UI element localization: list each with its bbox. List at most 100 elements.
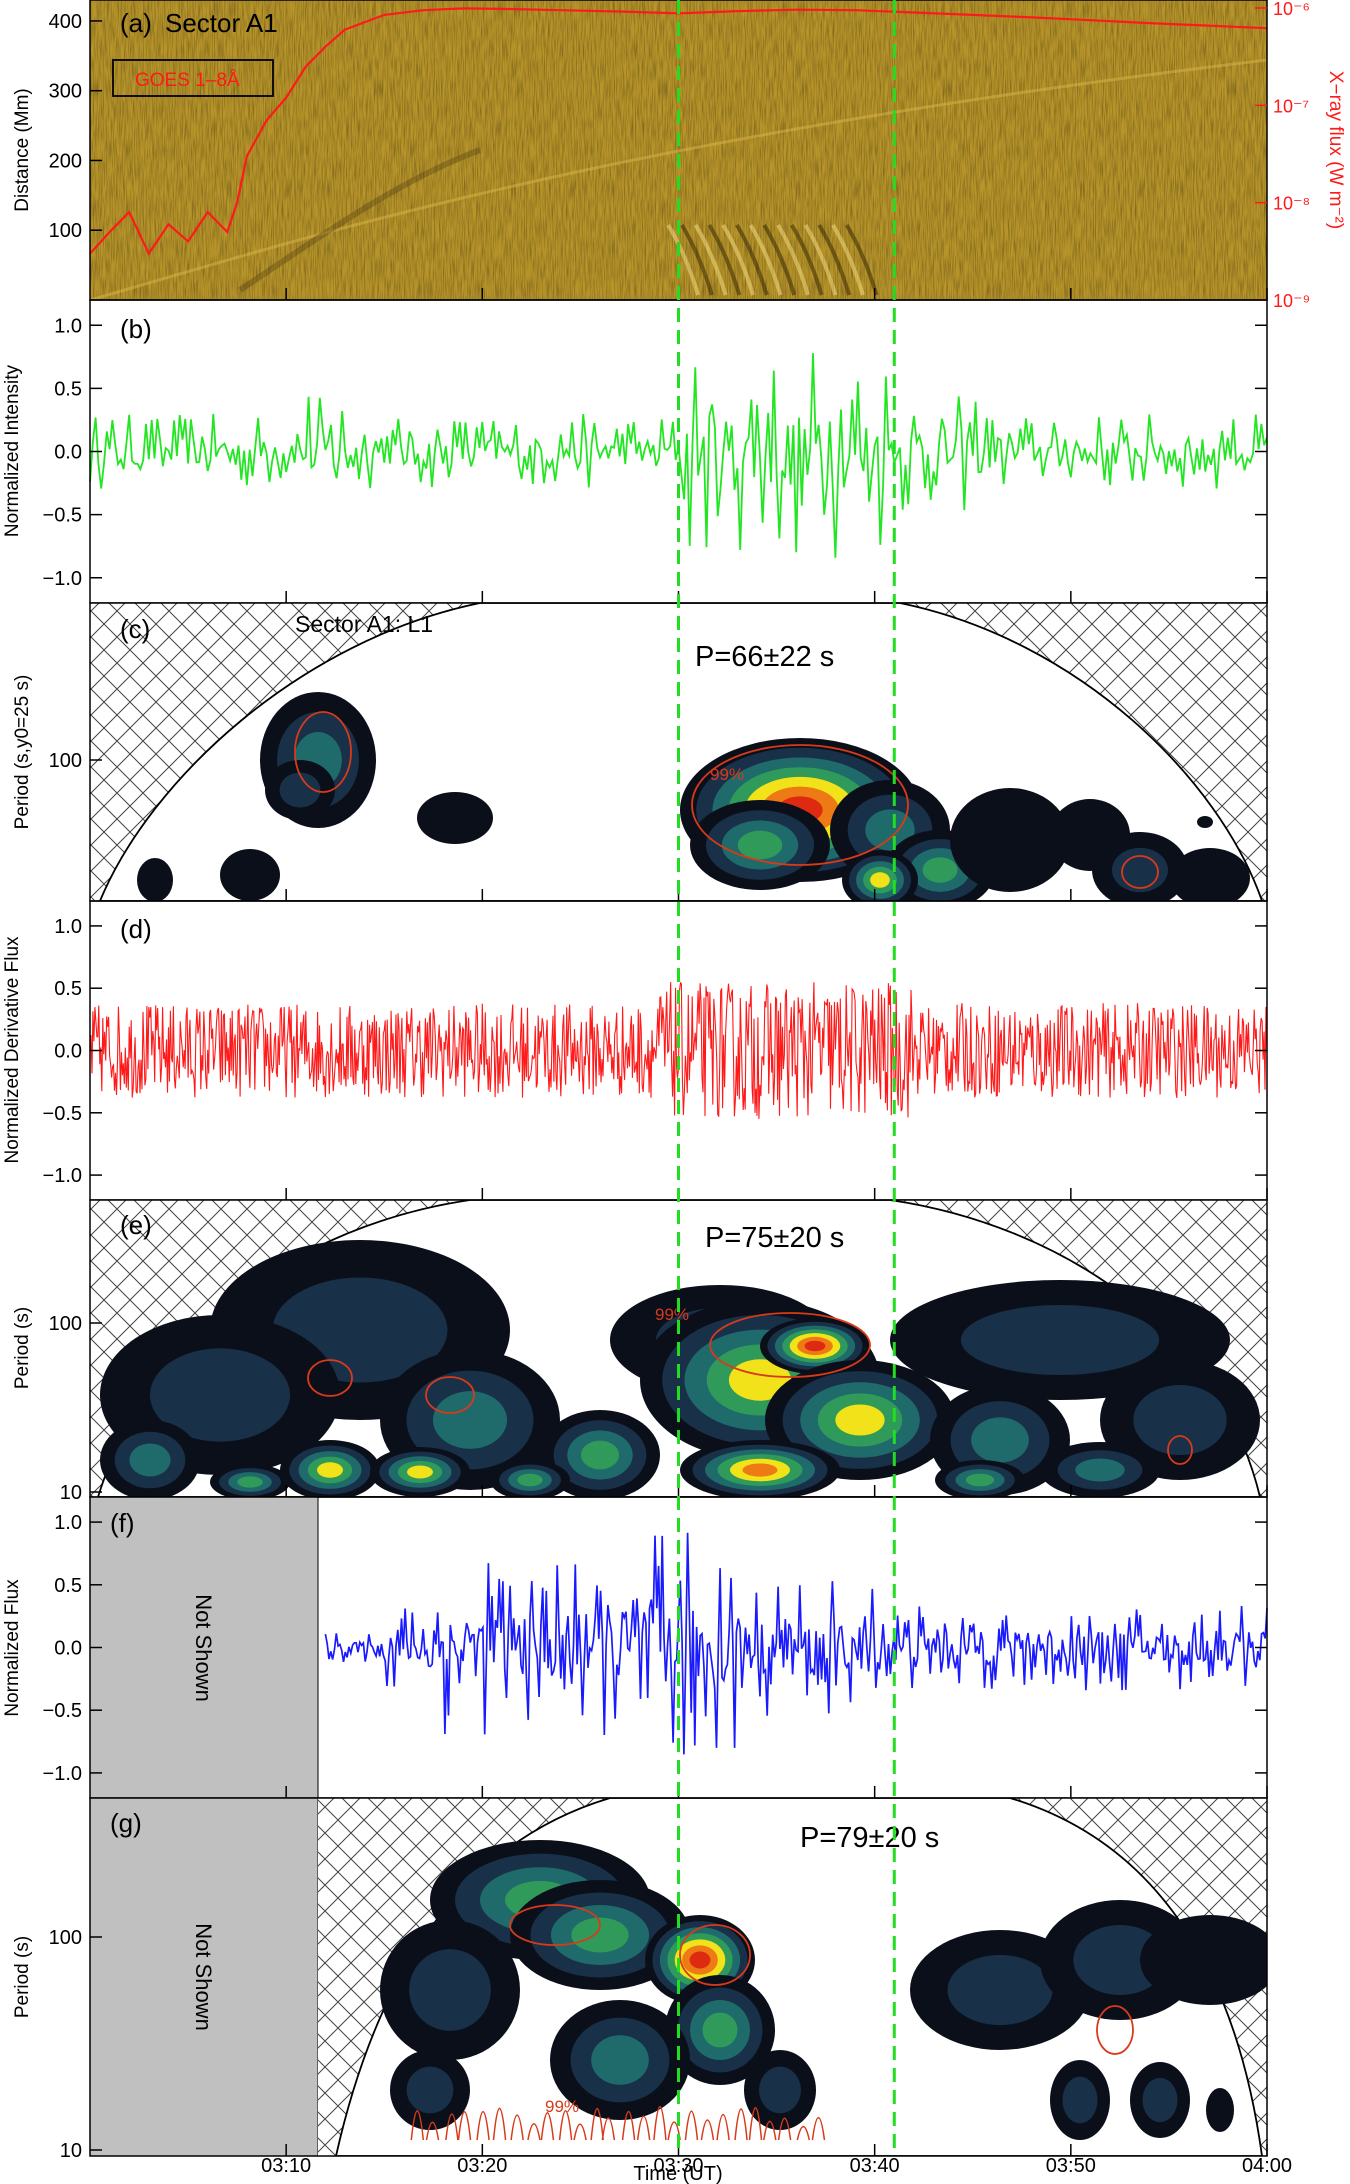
panel-g-sig-label: 99% bbox=[545, 2097, 579, 2116]
y-tick-label: 0.5 bbox=[54, 378, 82, 400]
x-tick-label: 03:40 bbox=[850, 2155, 900, 2177]
panel-f-not-shown: Not Shown bbox=[191, 1594, 216, 1702]
legend-box bbox=[112, 59, 274, 97]
significance-contour bbox=[691, 744, 909, 866]
y-tick-label: −0.5 bbox=[43, 505, 82, 527]
wave-ridge bbox=[707, 223, 742, 296]
panel-d-label: (d) bbox=[120, 914, 152, 944]
panel-c-title: Sector A1: L1 bbox=[295, 611, 433, 637]
panel-c: (c) Sector A1: L1 P=66±22 s 99% 100 Peri… bbox=[12, 602, 1268, 902]
power-contour bbox=[835, 1404, 885, 1436]
panel-e-y-ticks: 100 10 bbox=[49, 1313, 102, 1504]
y-tick-label: −1.0 bbox=[43, 1165, 82, 1187]
power-contour bbox=[728, 1359, 792, 1401]
x-axis-label: Time (UT) bbox=[633, 2163, 722, 2184]
panel-g-label: (g) bbox=[110, 1808, 142, 1838]
y-tick-label: −1.0 bbox=[43, 568, 82, 590]
panel-g-y-ticks: 100 10 bbox=[49, 1927, 102, 2162]
panel-e: (e) P=75±20 s 99% 100 10 Period (s) bbox=[12, 1199, 1268, 1504]
significance-contour bbox=[1167, 1435, 1193, 1465]
power-contour bbox=[279, 772, 321, 808]
panel-c-y-ticks: 100 bbox=[49, 750, 102, 772]
panel-a-ylabel: Distance (Mm) bbox=[12, 88, 33, 212]
panel-g-ylabel: Period (s) bbox=[12, 1936, 33, 2018]
wave-ridge bbox=[844, 223, 879, 296]
power-contour bbox=[950, 788, 1070, 892]
wave-ridge bbox=[748, 223, 783, 296]
wave-ridges bbox=[666, 223, 879, 296]
significance-contour bbox=[709, 1312, 871, 1378]
power-contour bbox=[870, 872, 890, 888]
power-contour bbox=[580, 1440, 620, 1470]
x-tick-label: 03:20 bbox=[457, 2155, 507, 2177]
significance-contour bbox=[509, 1904, 601, 1946]
time-markers bbox=[677, 0, 896, 2156]
power-contour bbox=[317, 1462, 343, 1478]
panel-g: Not Shown (g) P=79±20 s 99% 100 10 Period… bbox=[12, 1797, 1268, 2162]
y-tick-label: 200 bbox=[49, 150, 82, 172]
power-contour bbox=[417, 792, 493, 844]
panel-g-not-shown: Not Shown bbox=[191, 1923, 216, 2031]
power-contour bbox=[591, 2035, 649, 2085]
wave-ridge bbox=[762, 223, 797, 296]
significance-contour bbox=[1096, 2005, 1134, 2055]
panel-d-y-ticks: 1.0 0.5 0.0 −0.5 −1.0 bbox=[43, 916, 1267, 1187]
panel-e-ylabel: Period (s) bbox=[12, 1307, 33, 1389]
wave-ridge bbox=[776, 223, 810, 296]
panel-c-sig-label: 99% bbox=[710, 765, 744, 784]
power-contour bbox=[742, 1463, 778, 1477]
y-tick-label: 1.0 bbox=[54, 1512, 82, 1534]
significance-contour bbox=[307, 1359, 353, 1397]
panel-e-period: P=75±20 s bbox=[705, 1222, 844, 1254]
power-contour bbox=[960, 1305, 1160, 1375]
y-tick-label: 0.5 bbox=[54, 978, 82, 1000]
panel-g-period: P=79±20 s bbox=[800, 1822, 939, 1854]
y-tick-label: 0.0 bbox=[54, 1041, 82, 1063]
right-tick-label: 10⁻⁷ bbox=[1273, 96, 1309, 116]
panel-b-label: (b) bbox=[120, 314, 152, 344]
power-contour bbox=[409, 1949, 491, 2031]
power-contour bbox=[517, 1473, 543, 1487]
power-contour bbox=[1197, 816, 1213, 828]
y-tick-label: 0.0 bbox=[54, 442, 82, 464]
power-contour bbox=[129, 1443, 171, 1477]
panel-f-ylabel: Normalized Flux bbox=[2, 1579, 23, 1717]
flux-series bbox=[324, 1532, 1268, 1755]
y-tick-label: 100 bbox=[49, 220, 82, 242]
power-contour bbox=[865, 809, 915, 851]
power-contour bbox=[737, 830, 783, 860]
panel-c-period: P=66±22 s bbox=[695, 641, 834, 673]
power-contour bbox=[571, 1917, 629, 1953]
power-contour bbox=[137, 858, 173, 901]
right-tick-label: 10⁻⁹ bbox=[1273, 291, 1310, 311]
panel-b-ylabel: Normalized Intensity bbox=[2, 364, 23, 537]
y-tick-label: 1.0 bbox=[54, 315, 82, 337]
power-contour bbox=[1062, 2076, 1098, 2124]
x-tick-label: 03:10 bbox=[261, 2155, 311, 2177]
power-contour bbox=[965, 1473, 995, 1487]
wave-ridge bbox=[789, 223, 824, 296]
significance-contour bbox=[1121, 855, 1159, 889]
x-tick-label: 03:50 bbox=[1046, 2155, 1096, 2177]
y-tick-label: 10 bbox=[60, 1482, 82, 1504]
power-contour bbox=[1133, 1385, 1227, 1455]
power-contour bbox=[1075, 1458, 1125, 1482]
panel-a-right-label: X−ray flux (W m⁻²) bbox=[1325, 71, 1346, 229]
goes-flux-curve bbox=[90, 7, 1267, 256]
significance-contour bbox=[679, 1924, 751, 1986]
legend-goes: GOES 1–8Å bbox=[135, 70, 240, 91]
panel-c-ylabel: Period (s,y0=25 s) bbox=[12, 675, 33, 830]
x-tick-label: 03:30 bbox=[653, 2155, 703, 2177]
power-contour bbox=[947, 1955, 1053, 2025]
panel-f-label: (f) bbox=[110, 1508, 135, 1538]
panel-d: (d) 1.0 0.5 0.0 −0.5 −1.0 Normalized Derivat… bbox=[2, 900, 1268, 1201]
power-contour bbox=[689, 1951, 711, 1969]
wave-ridge bbox=[721, 223, 755, 296]
wave-ridge bbox=[693, 223, 728, 296]
power-contour bbox=[1142, 2077, 1178, 2123]
y-tick-label: 100 bbox=[49, 1927, 82, 1949]
right-tick-label: 10⁻⁸ bbox=[1273, 194, 1310, 214]
panel-e-sig-label: 99% bbox=[655, 1305, 689, 1324]
power-contour bbox=[407, 1465, 433, 1479]
